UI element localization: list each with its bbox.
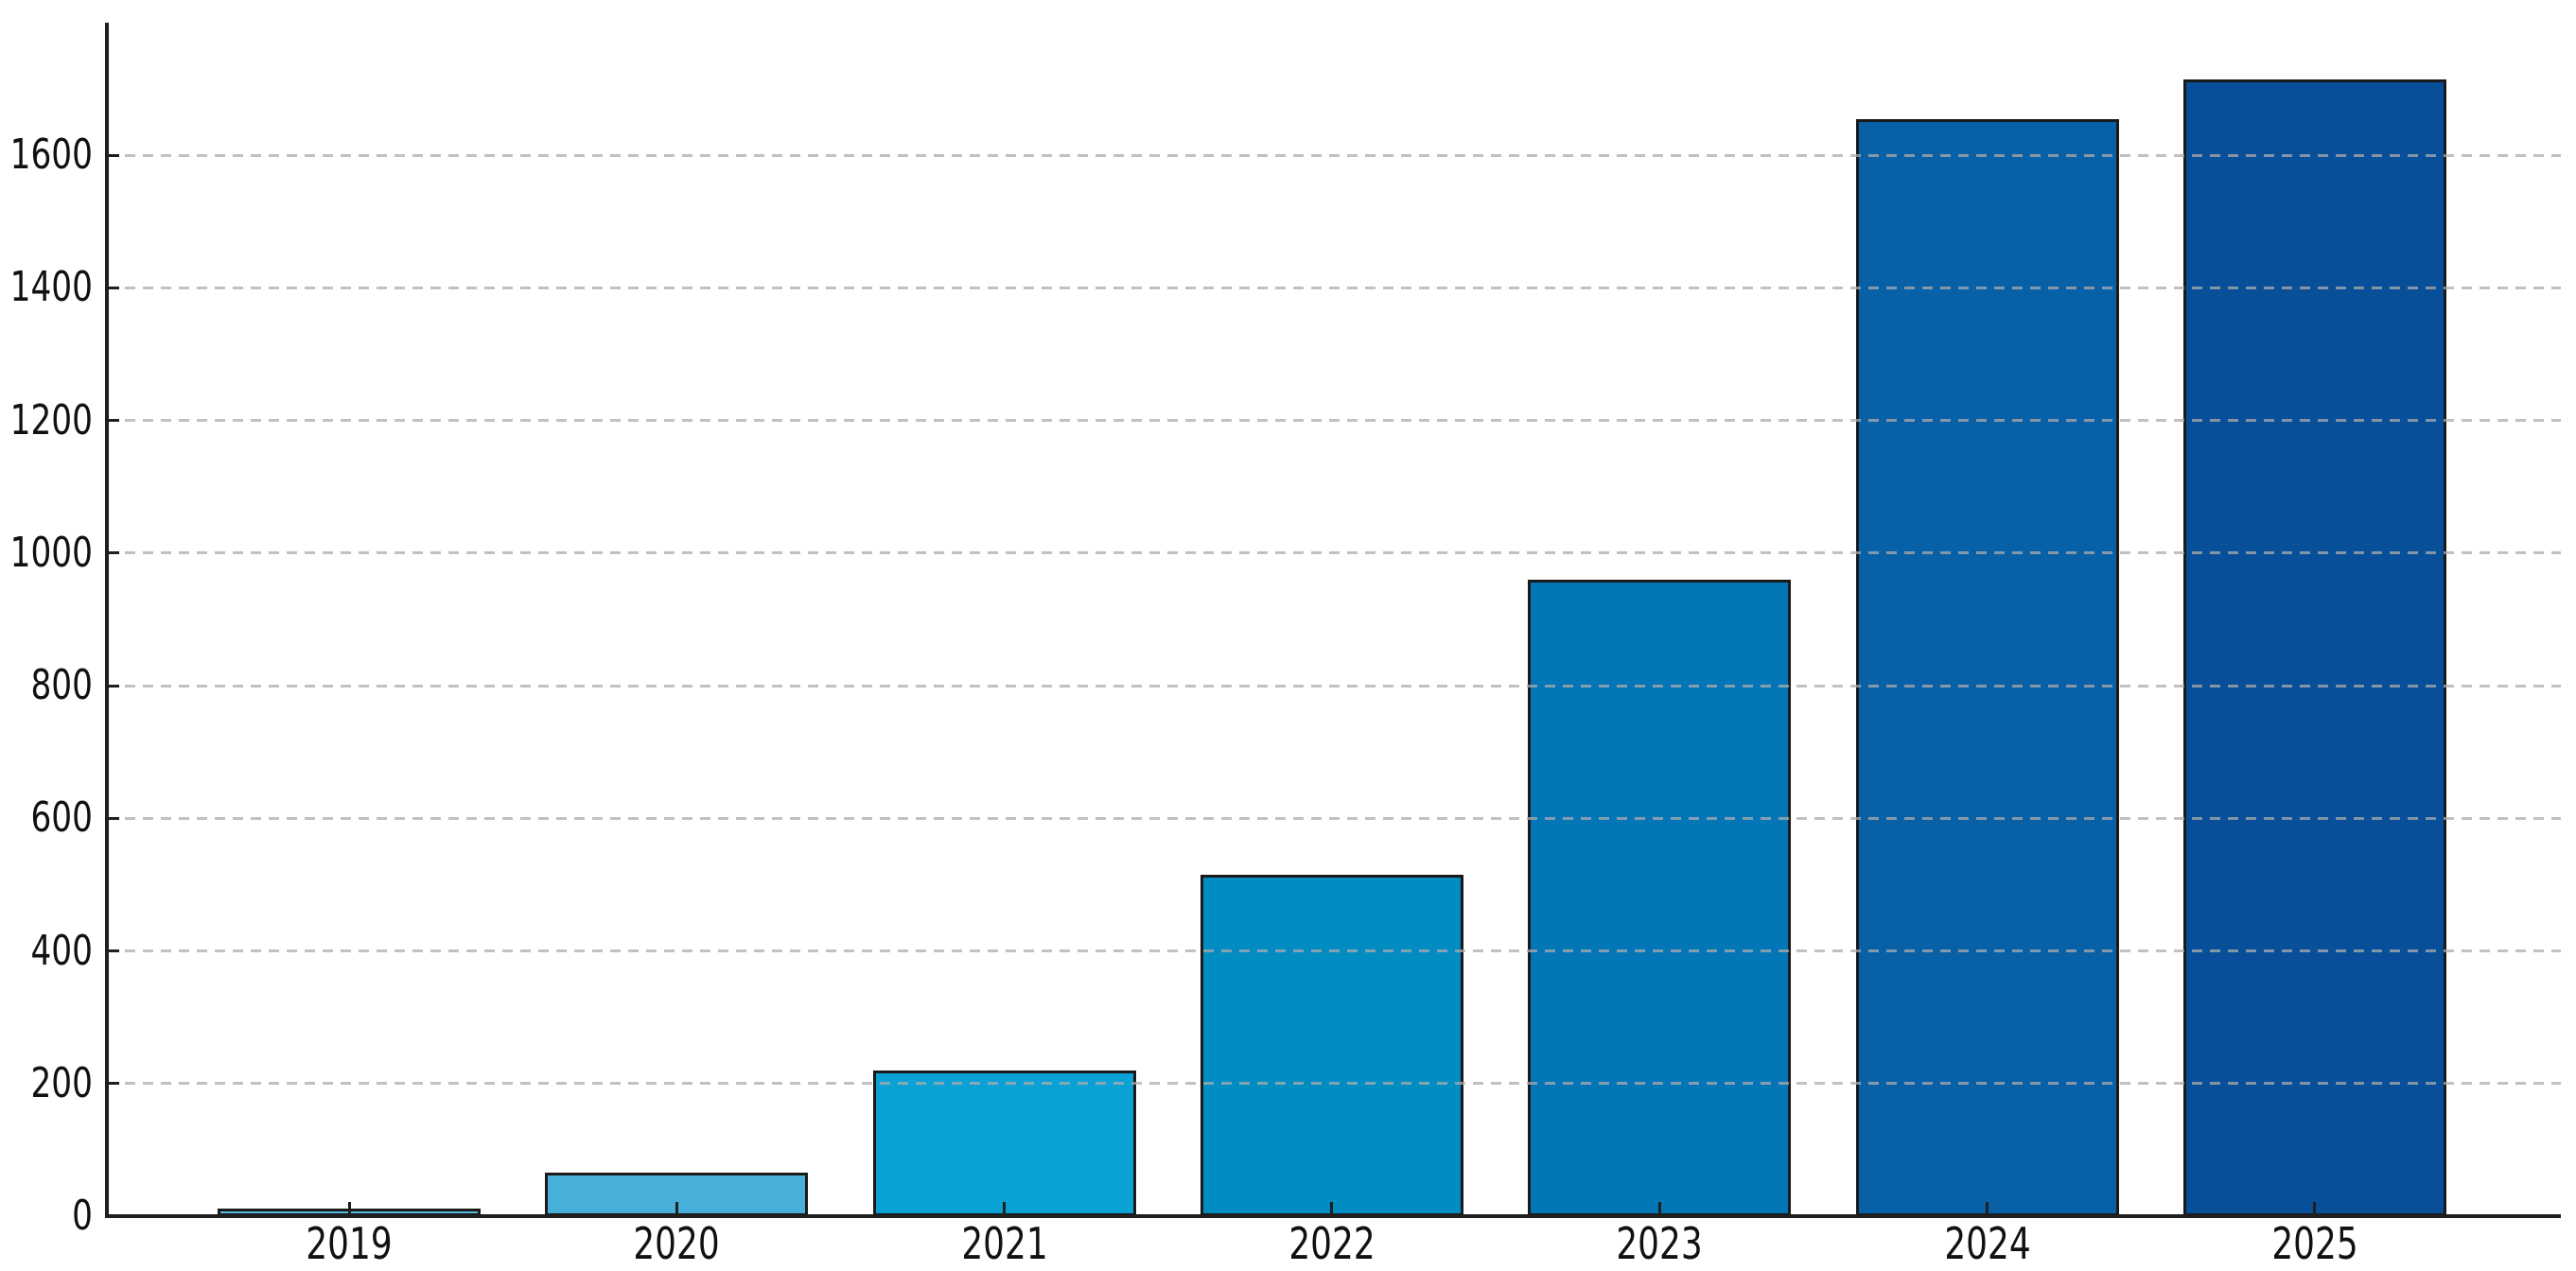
x-tick-label-2021: 2021: [949, 1222, 1060, 1265]
y-tick-label-1600-text: 1600: [9, 131, 93, 180]
gridline-800: [107, 684, 2561, 688]
x-tick-label-2023-text: 2023: [1616, 1218, 1703, 1269]
x-tick-label-2023: 2023: [1604, 1222, 1715, 1265]
gridline-1400: [107, 286, 2561, 289]
x-tick-label-2022: 2022: [1276, 1222, 1387, 1265]
x-tick-label-2021-text: 2021: [960, 1218, 1048, 1269]
x-axis-spine: [105, 1214, 2561, 1218]
y-tick-1200: [105, 419, 119, 423]
x-tick-2023: [1657, 1202, 1661, 1216]
y-tick-200: [105, 1082, 119, 1086]
x-tick-2020: [675, 1202, 678, 1216]
y-tick-label-800-text: 800: [30, 661, 93, 710]
bar-2024: [1855, 118, 2119, 1216]
y-tick-label-1600: 1600: [0, 134, 93, 176]
y-tick-label-600: 600: [13, 797, 93, 839]
x-tick-label-2019-text: 2019: [306, 1218, 393, 1269]
x-tick-label-2020: 2020: [622, 1222, 732, 1265]
y-tick-1000: [105, 551, 119, 555]
y-tick-600: [105, 816, 119, 820]
x-tick-label-2022-text: 2022: [1288, 1218, 1376, 1269]
bar-2021: [872, 1070, 1136, 1216]
y-tick-label-0-text: 0: [72, 1192, 93, 1240]
gridline-600: [107, 816, 2561, 820]
y-tick-label-1400: 1400: [0, 267, 93, 308]
y-tick-label-200-text: 200: [30, 1058, 93, 1107]
y-tick-1400: [105, 286, 119, 289]
bar-2022: [1200, 874, 1463, 1216]
y-tick-label-400: 400: [13, 926, 93, 975]
y-tick-label-1200: 1200: [0, 395, 93, 444]
y-tick-400: [105, 949, 119, 953]
y-tick-label-1000-text: 1000: [9, 528, 93, 577]
x-tick-2024: [1986, 1202, 1989, 1216]
y-tick-label-1200-text: 1200: [9, 395, 93, 444]
bar-2025: [2182, 78, 2446, 1216]
x-tick-label-2024: 2024: [1932, 1222, 2042, 1265]
y-tick-label-1000: 1000: [0, 528, 93, 577]
x-tick-label-2025-text: 2025: [2271, 1218, 2358, 1269]
x-tick-label-2019: 2019: [293, 1222, 404, 1265]
y-tick-label-400-text: 400: [30, 926, 93, 975]
gridline-1600: [107, 153, 2561, 157]
gridline-200: [107, 1082, 2561, 1086]
x-tick-label-2025: 2025: [2259, 1222, 2370, 1265]
x-tick-2022: [1330, 1202, 1334, 1216]
y-tick-label-0: 0: [66, 1195, 93, 1237]
y-tick-label-200: 200: [13, 1058, 93, 1107]
bar-2023: [1528, 579, 1792, 1216]
gridline-1000: [107, 551, 2561, 555]
x-tick-label-2020-text: 2020: [633, 1218, 720, 1269]
y-tick-label-1400-text: 1400: [9, 263, 93, 312]
y-tick-0: [105, 1214, 119, 1218]
y-axis-spine: [105, 23, 109, 1218]
y-tick-label-800: 800: [13, 665, 93, 706]
y-tick-label-600-text: 600: [30, 793, 93, 843]
gridline-1200: [107, 419, 2561, 423]
y-tick-1600: [105, 153, 119, 157]
y-tick-800: [105, 684, 119, 688]
x-tick-label-2024-text: 2024: [1943, 1218, 2031, 1269]
x-tick-2025: [2313, 1202, 2317, 1216]
x-tick-2019: [347, 1202, 351, 1216]
gridline-400: [107, 949, 2561, 953]
x-tick-2021: [1003, 1202, 1007, 1216]
